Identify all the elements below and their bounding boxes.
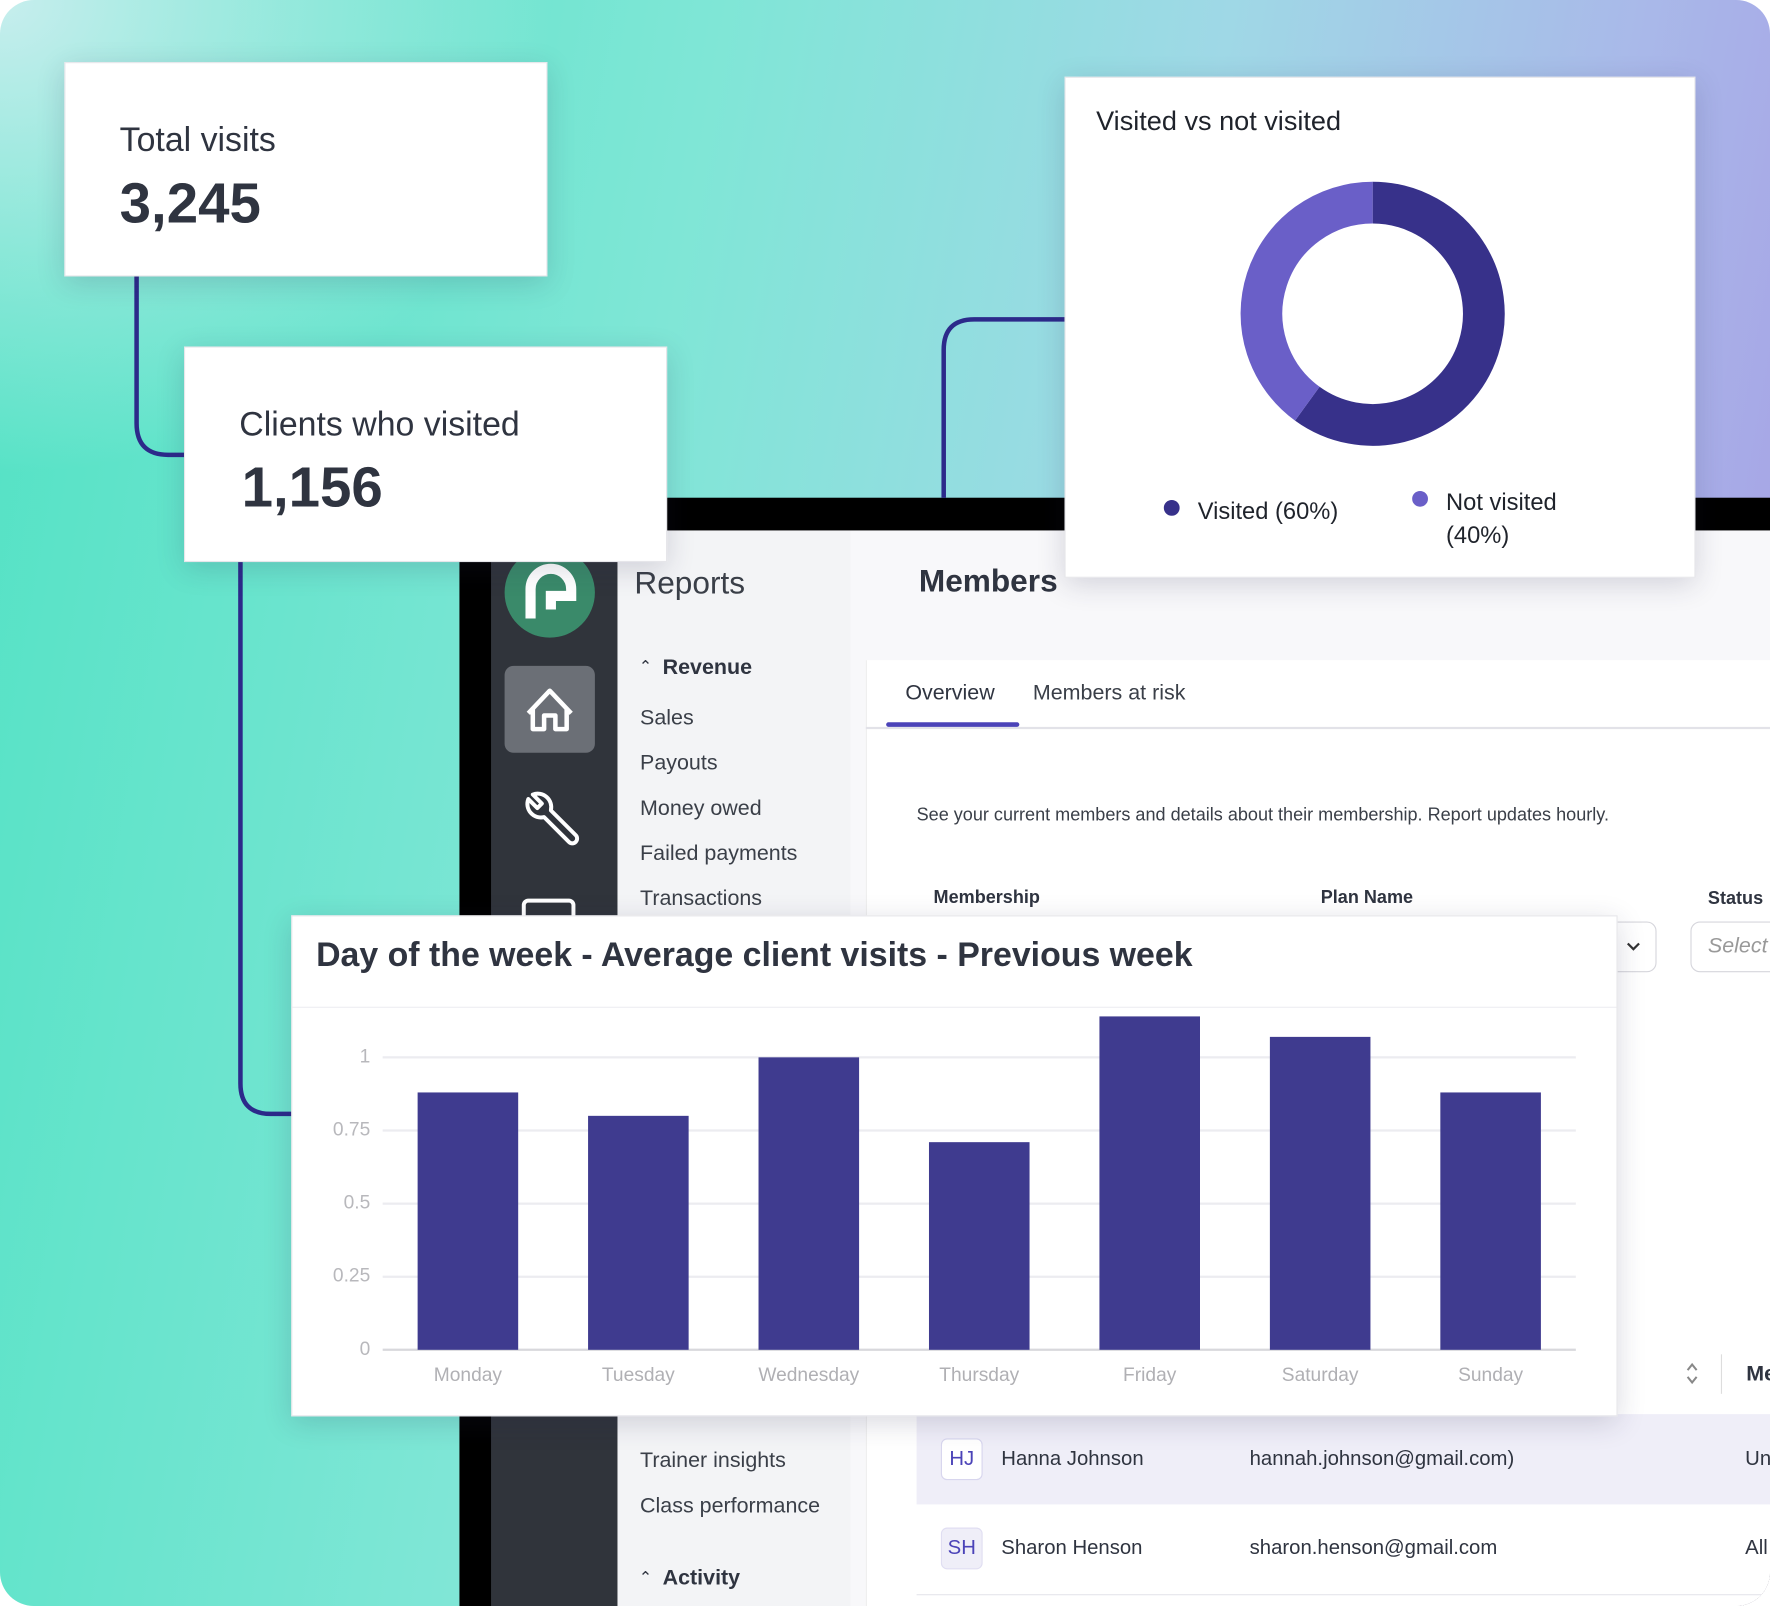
row-highlight	[916, 1414, 1770, 1505]
nav-item[interactable]: Failed payments	[640, 841, 798, 866]
x-tick-label: Tuesday	[602, 1365, 675, 1386]
nav-item[interactable]: Transactions	[640, 887, 763, 911]
nav-title: Reports	[634, 565, 746, 601]
x-tick-label: Thursday	[939, 1365, 1019, 1386]
legend-label: Visited (60%)	[1197, 498, 1339, 525]
member-plan: All	[1745, 1536, 1768, 1559]
connector	[134, 274, 187, 458]
stat-card: Clients who visited 1,156	[183, 346, 668, 563]
avatar-initials: HJ	[949, 1446, 975, 1470]
nav-item[interactable]: Money owed	[640, 796, 762, 821]
member-name: Sharon Henson	[1001, 1536, 1143, 1559]
x-tick-label: Monday	[434, 1365, 503, 1386]
nav-item[interactable]: Trainer insights	[640, 1449, 786, 1473]
y-tick-label: 1	[360, 1046, 371, 1067]
stat-card: Total visits 3,245	[64, 62, 548, 277]
y-tick-label: 0.75	[333, 1120, 370, 1141]
filter-label: Membership	[933, 888, 1040, 908]
avatar-initials: SH	[947, 1536, 976, 1559]
filter-label: Plan Name	[1320, 888, 1414, 908]
x-tick-label: Saturday	[1282, 1365, 1359, 1386]
logo-mark	[525, 563, 577, 619]
connector	[238, 559, 294, 1117]
stat-value: 3,245	[119, 171, 261, 235]
stat-value: 1,156	[241, 455, 383, 520]
x-tick-label: Wednesday	[758, 1365, 859, 1386]
x-tick-label: Sunday	[1458, 1365, 1523, 1386]
tools-icon[interactable]	[525, 791, 580, 846]
home-button[interactable]	[504, 665, 595, 753]
donut-card: Visited vs not visited Visited (60%) Not …	[1064, 76, 1696, 578]
member-email: hannah.johnson@gmail.com)	[1249, 1446, 1515, 1470]
y-tick-label: 0	[360, 1339, 371, 1360]
stat-label: Clients who visited	[239, 406, 520, 444]
select-placeholder: Select	[1707, 934, 1768, 959]
page-title: Members	[918, 563, 1058, 599]
bar	[417, 1092, 519, 1350]
nav-item[interactable]: Class performance	[640, 1494, 821, 1518]
filter-label: Status	[1707, 889, 1764, 909]
bar-card: Day of the week - Average client visits …	[291, 915, 1618, 1417]
tab[interactable]: Overview	[905, 681, 995, 706]
donut-slice	[1240, 181, 1374, 421]
y-tick-label: 0.5	[344, 1193, 371, 1214]
nav-group[interactable]: Revenue	[662, 655, 753, 680]
x-tick-label: Friday	[1123, 1365, 1177, 1386]
tab[interactable]: Members at risk	[1032, 681, 1186, 706]
stat-label: Total visits	[119, 121, 276, 160]
chart-title: Day of the week - Average client visits …	[316, 936, 1193, 974]
member-email: sharon.henson@gmail.com	[1249, 1536, 1498, 1559]
nav-item[interactable]: Sales	[640, 706, 694, 731]
member-name: Hanna Johnson	[1001, 1446, 1144, 1470]
caret: ⌃	[638, 1567, 653, 1586]
nav-group[interactable]: Activity	[662, 1566, 741, 1591]
sort-icon[interactable]	[1686, 1362, 1698, 1385]
bar	[928, 1142, 1030, 1350]
legend-label: Not visited (40%)	[1446, 489, 1557, 549]
chevron	[1626, 942, 1640, 951]
caret: ⌃	[638, 656, 653, 675]
member-plan: Un	[1745, 1446, 1770, 1470]
divider	[292, 1006, 1617, 1008]
bar-chart: 0 0.25 0.5 0.75 1 Monday Tuesday Wednesday Thurs…	[333, 1016, 1576, 1386]
chart-title: Visited vs not visited	[1096, 106, 1342, 137]
description: See your current members and details abo…	[916, 805, 1609, 826]
bar	[758, 1057, 860, 1350]
home-icon	[526, 688, 573, 732]
avatar	[940, 1438, 983, 1481]
nav-item[interactable]: Payouts	[640, 751, 718, 776]
bar	[1269, 1036, 1371, 1350]
legend-dot	[1412, 490, 1428, 507]
bar	[588, 1115, 689, 1350]
column-header[interactable]: Me	[1746, 1362, 1770, 1386]
status-select[interactable]	[1690, 921, 1770, 973]
bar	[1440, 1092, 1541, 1350]
donut-slice	[1295, 181, 1505, 446]
connector	[941, 317, 1067, 498]
bar	[1099, 1016, 1200, 1350]
legend-dot	[1163, 499, 1180, 516]
donut-chart	[1240, 181, 1505, 446]
y-tick-label: 0.25	[333, 1266, 370, 1287]
avatar	[940, 1527, 983, 1570]
